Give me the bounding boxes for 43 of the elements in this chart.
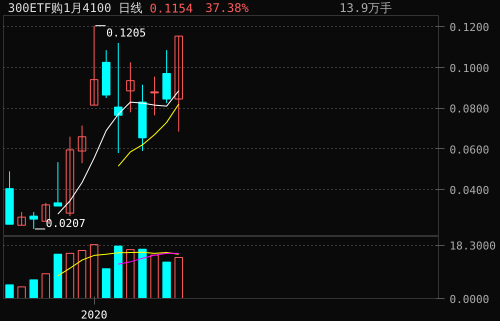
text: 37.38% bbox=[205, 1, 250, 15]
bar bbox=[162, 262, 171, 298]
candlestick bbox=[17, 212, 26, 226]
candlestick bbox=[90, 25, 98, 106]
line-series bbox=[57, 252, 180, 276]
bar bbox=[150, 254, 159, 298]
y-tick-label: 0.0800 bbox=[450, 102, 490, 116]
y-tick-label: 0.0000 bbox=[450, 293, 490, 306]
candlestick bbox=[78, 124, 86, 164]
y-tick-label: 0.1200 bbox=[450, 21, 490, 34]
bar bbox=[126, 249, 135, 298]
candlestick bbox=[66, 136, 74, 217]
y-tick-label: 0.0400 bbox=[450, 184, 490, 198]
bar bbox=[42, 273, 50, 298]
y-tick-label: 18.3000 bbox=[450, 240, 496, 253]
line-series bbox=[57, 90, 180, 215]
bar bbox=[29, 279, 38, 298]
bar bbox=[54, 254, 62, 298]
y-tick-label: 0.0600 bbox=[450, 143, 490, 156]
chart-title: 300ETF购1月4100 日线 bbox=[8, 1, 143, 15]
bar bbox=[90, 244, 98, 298]
bar bbox=[102, 268, 110, 298]
bar bbox=[78, 250, 86, 298]
candlestick bbox=[126, 62, 135, 113]
text: 0.1154 bbox=[150, 2, 194, 16]
candlestick bbox=[150, 76, 159, 116]
bar bbox=[5, 284, 14, 298]
bar bbox=[174, 256, 183, 298]
text: 13.9万手 bbox=[339, 1, 392, 15]
candlestick bbox=[114, 42, 123, 154]
bar bbox=[138, 248, 147, 298]
candlestick bbox=[174, 36, 183, 132]
y-tick-label: 0.1000 bbox=[450, 62, 490, 75]
bar bbox=[17, 286, 26, 298]
bar bbox=[66, 252, 74, 298]
bar bbox=[114, 246, 123, 298]
annotation: 0.1205 bbox=[106, 26, 146, 40]
candlestick bbox=[54, 162, 62, 206]
x-tick-label: 2020 bbox=[80, 308, 108, 321]
line-series bbox=[118, 252, 180, 265]
line-series bbox=[118, 104, 180, 167]
annotation: 0.0207 bbox=[46, 216, 86, 230]
candlestick bbox=[29, 212, 38, 230]
